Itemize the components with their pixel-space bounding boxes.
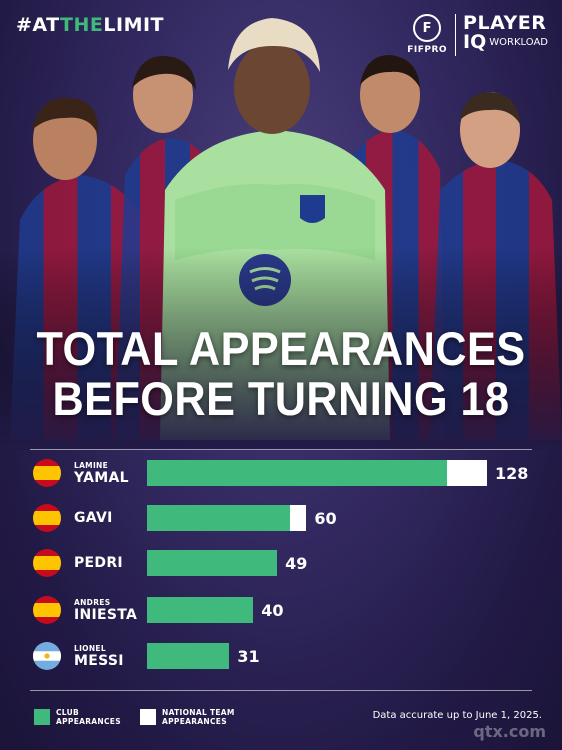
- headline-line-1: TOTAL APPEARANCES: [36, 322, 526, 375]
- watermark: qtx.com: [473, 722, 546, 741]
- spain-flag-icon: [33, 459, 61, 487]
- player-name: PEDRI: [74, 545, 123, 581]
- total-value-label: 49: [285, 554, 308, 573]
- iq-label: IQ: [463, 31, 487, 53]
- national-swatch: [140, 709, 156, 725]
- total-value-label: 40: [261, 601, 284, 620]
- fifpro-label: FIFPRO: [407, 45, 448, 55]
- argentina-flag-icon: [33, 642, 61, 670]
- player-label: PLAYER: [463, 12, 547, 34]
- hashtag-title: #ATTHELIMIT: [16, 14, 165, 36]
- legend-national-line1: NATIONAL TEAM: [162, 708, 235, 717]
- player-name: LIONEL MESSI: [74, 638, 124, 674]
- player-row: GAVI 60: [30, 500, 550, 536]
- legend-national-line2: APPEARANCES: [162, 717, 227, 726]
- player-row: ANDRES INIESTA 40: [30, 592, 550, 628]
- player-last-name: PEDRI: [74, 555, 123, 571]
- player-name: ANDRES INIESTA: [74, 592, 137, 628]
- club-bar: [147, 505, 291, 531]
- total-value-label: 60: [314, 509, 337, 528]
- player-row: LAMINE YAMAL 128: [30, 455, 550, 491]
- player-first-name: LIONEL: [74, 643, 106, 653]
- player-last-name: YAMAL: [74, 469, 129, 486]
- legend-club-line1: CLUB: [56, 708, 80, 717]
- spain-flag-icon: [33, 549, 61, 577]
- player-name: LAMINE YAMAL: [74, 455, 129, 491]
- headline-line-2: BEFORE TURNING 18: [52, 372, 510, 425]
- spain-flag-icon: [33, 596, 61, 624]
- legend-club-line2: APPEARANCES: [56, 717, 121, 726]
- players-photo: [0, 0, 562, 450]
- logo-separator: [455, 14, 457, 56]
- player-last-name: INIESTA: [74, 606, 138, 623]
- total-value-label: 31: [237, 647, 260, 666]
- player-row: PEDRI 49: [30, 545, 550, 581]
- club-bar: [147, 597, 254, 623]
- player-name: GAVI: [74, 500, 113, 536]
- player-last-name: GAVI: [74, 510, 113, 526]
- fifpro-mark-icon: F: [413, 14, 442, 42]
- player-last-name: MESSI: [74, 652, 124, 669]
- data-note: Data accurate up to June 1, 2025.: [372, 710, 542, 721]
- workload-label: WORKLOAD: [489, 36, 548, 48]
- club-swatch: [34, 709, 50, 725]
- fifpro-playeriq-logo: F FIFPRO PLAYER IQ WORKLOAD: [407, 14, 548, 56]
- spain-flag-icon: [33, 504, 61, 532]
- national-bar: [447, 460, 487, 486]
- total-value-label: 128: [495, 464, 529, 483]
- legend-national: NATIONAL TEAM APPEARANCES: [140, 708, 235, 726]
- player-row: LIONEL MESSI 31: [30, 638, 550, 674]
- national-bar: [290, 505, 307, 531]
- player-first-name: ANDRES: [74, 597, 111, 607]
- club-bar: [147, 460, 448, 486]
- player-first-name: LAMINE: [74, 460, 109, 470]
- club-bar: [147, 550, 278, 576]
- divider: [30, 449, 532, 450]
- legend-club: CLUB APPEARANCES: [34, 708, 121, 726]
- divider: [30, 690, 532, 691]
- club-bar: [147, 643, 230, 669]
